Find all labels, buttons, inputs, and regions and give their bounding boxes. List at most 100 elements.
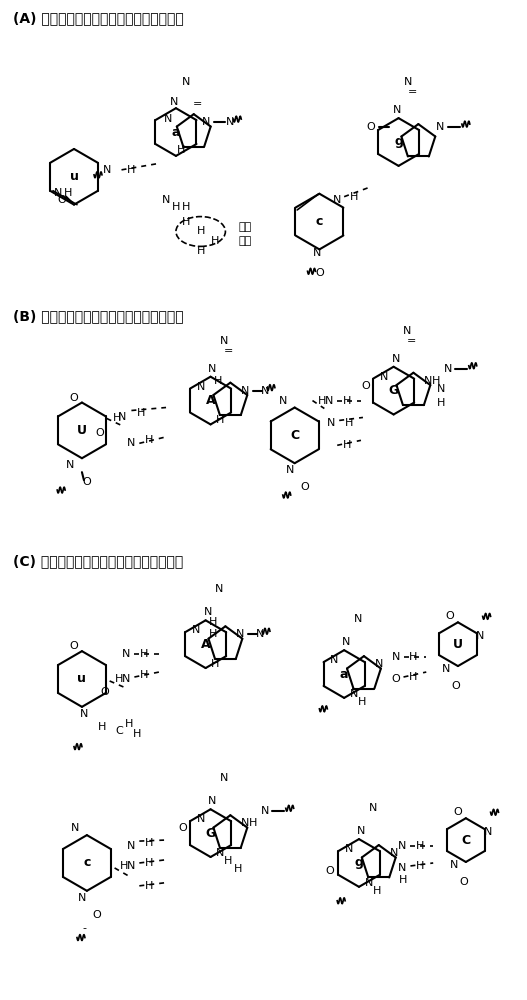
Text: O: O <box>460 877 469 887</box>
Text: O: O <box>70 393 79 403</box>
Text: H: H <box>350 192 358 202</box>
Text: N: N <box>375 659 383 669</box>
Text: N: N <box>66 460 74 470</box>
Text: G: G <box>206 827 216 840</box>
Text: N: N <box>80 709 88 719</box>
Text: N: N <box>197 814 205 824</box>
Text: N: N <box>444 364 452 374</box>
Text: H: H <box>127 165 135 175</box>
Text: c: c <box>83 856 91 869</box>
Text: O: O <box>454 807 462 817</box>
Text: C: C <box>461 834 471 847</box>
Text: H: H <box>214 376 223 386</box>
Text: N: N <box>191 625 200 635</box>
Text: u: u <box>70 170 79 183</box>
Text: N: N <box>127 861 135 871</box>
Text: H: H <box>358 697 366 707</box>
Text: O: O <box>179 823 187 833</box>
Text: N: N <box>71 823 79 833</box>
Text: N: N <box>220 773 229 783</box>
Text: N: N <box>256 629 264 639</box>
Text: N: N <box>279 396 287 406</box>
Text: N: N <box>216 584 223 594</box>
Text: N: N <box>54 188 62 198</box>
Text: H: H <box>125 719 134 729</box>
Text: H: H <box>318 396 327 406</box>
Text: H: H <box>145 435 153 445</box>
Text: H: H <box>145 881 153 891</box>
Text: H: H <box>115 674 124 684</box>
Text: N: N <box>404 77 413 87</box>
Text: N: N <box>330 655 338 665</box>
Text: O: O <box>70 641 79 651</box>
Text: N: N <box>78 893 86 903</box>
Text: H: H <box>437 398 445 408</box>
Text: N: N <box>398 841 407 851</box>
Text: N: N <box>119 412 126 422</box>
Text: H: H <box>373 886 381 896</box>
Text: N: N <box>442 664 450 674</box>
Text: (A) 修饰的核碱基与修饰的核碱基的氢键合: (A) 修饰的核碱基与修饰的核碱基的氢键合 <box>13 11 183 25</box>
Text: N: N <box>450 860 458 870</box>
Text: H: H <box>209 617 218 627</box>
Text: N: N <box>354 614 362 624</box>
Text: O: O <box>325 866 334 876</box>
Text: H: H <box>177 145 185 155</box>
Text: 冲突: 冲突 <box>239 236 252 246</box>
Text: H: H <box>182 202 190 212</box>
Text: N: N <box>236 629 245 639</box>
Text: H: H <box>211 236 220 246</box>
Text: N: N <box>216 848 225 858</box>
Text: H: H <box>216 415 225 425</box>
Text: H: H <box>409 652 417 662</box>
Text: N: N <box>197 382 205 392</box>
Text: (C) 修饰的核碱基与天然的核碱基的氢键合: (C) 修饰的核碱基与天然的核碱基的氢键合 <box>13 555 183 569</box>
Text: O: O <box>446 611 454 621</box>
Text: N: N <box>122 649 131 659</box>
Text: N: N <box>365 878 373 888</box>
Text: N: N <box>403 326 412 336</box>
Text: N: N <box>164 114 172 124</box>
Text: N: N <box>122 674 131 684</box>
Text: a: a <box>172 126 180 139</box>
Text: H: H <box>182 217 190 227</box>
Text: N: N <box>392 652 400 662</box>
Text: H: H <box>197 246 205 256</box>
Text: =: = <box>407 336 416 346</box>
Text: O: O <box>391 674 400 684</box>
Text: N: N <box>261 806 269 816</box>
Text: H: H <box>343 396 352 406</box>
Text: H: H <box>432 376 441 386</box>
Text: H: H <box>145 838 153 848</box>
Text: A: A <box>201 638 210 651</box>
Text: O: O <box>83 477 91 487</box>
Text: O: O <box>366 122 375 132</box>
Text: N: N <box>241 818 249 828</box>
Text: N: N <box>261 386 269 396</box>
Text: U: U <box>453 638 463 651</box>
Text: N: N <box>182 77 190 87</box>
Text: N: N <box>241 386 249 396</box>
Text: H: H <box>399 875 408 885</box>
Text: (B) 天然的核碱基与天然的核碱基的氢键合: (B) 天然的核碱基与天然的核碱基的氢键合 <box>13 309 183 323</box>
Text: H: H <box>345 418 353 428</box>
Text: N: N <box>389 848 398 858</box>
Text: O: O <box>58 195 66 205</box>
Text: H: H <box>249 818 257 828</box>
Text: O: O <box>95 428 104 438</box>
Text: O: O <box>300 482 309 492</box>
Text: N: N <box>369 803 377 813</box>
Text: N: N <box>127 841 135 851</box>
Text: H: H <box>209 629 218 639</box>
Text: c: c <box>316 215 323 228</box>
Text: H: H <box>133 729 142 739</box>
Text: N: N <box>327 418 336 428</box>
Text: G: G <box>388 384 399 397</box>
Text: H: H <box>172 202 180 212</box>
Text: O: O <box>452 681 460 691</box>
Text: N: N <box>286 465 294 475</box>
Text: N: N <box>345 844 353 854</box>
Text: H: H <box>120 861 129 871</box>
Text: N: N <box>226 117 235 127</box>
Text: N: N <box>208 364 217 374</box>
